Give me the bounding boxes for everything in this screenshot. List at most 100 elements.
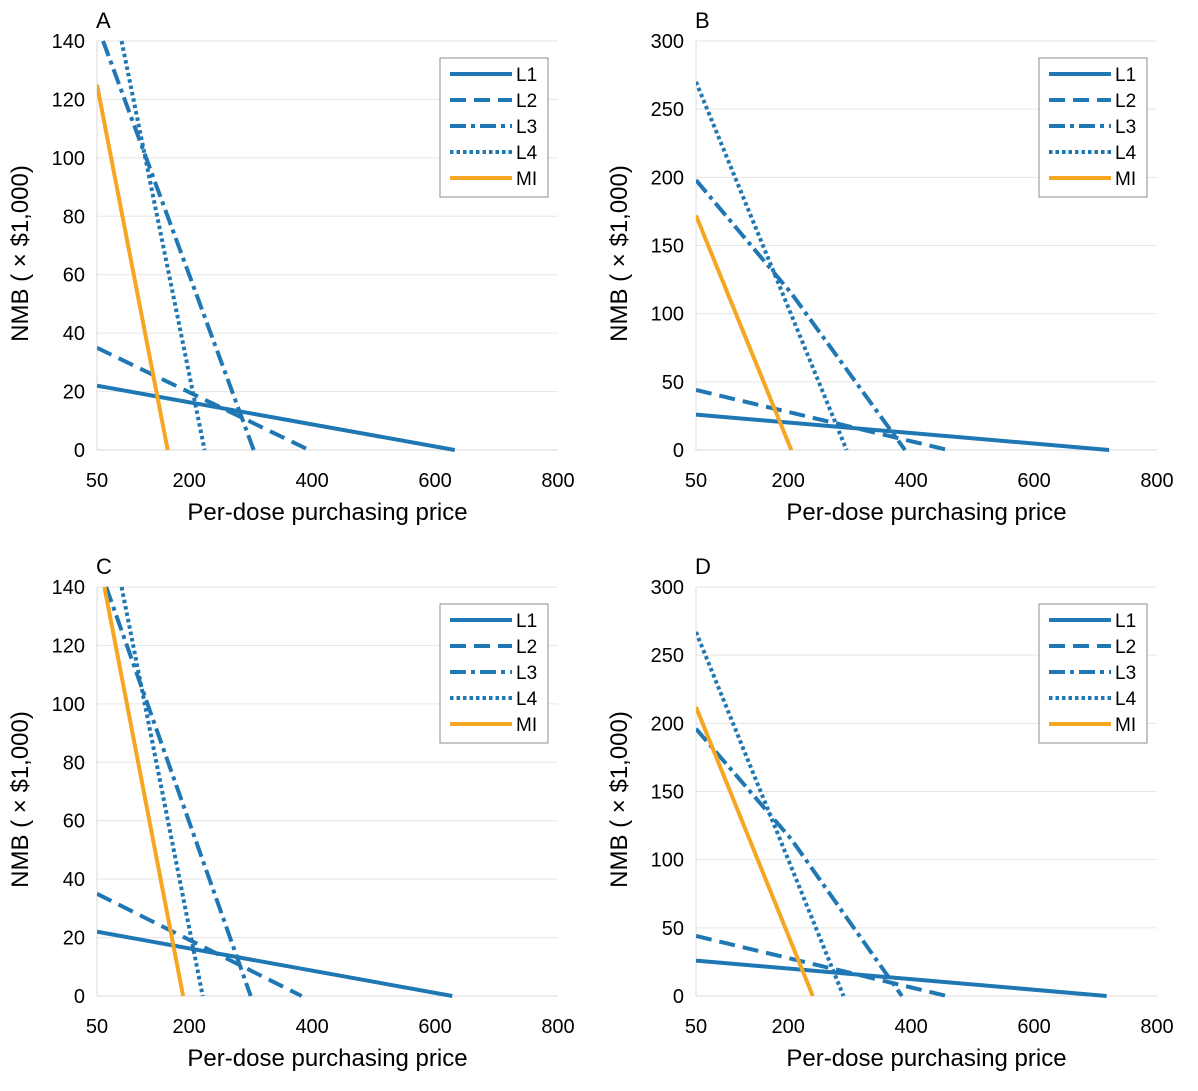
series-line-l3	[101, 40, 256, 451]
legend: L1 L2 L3 L4 MI	[1038, 57, 1148, 198]
series-line-l2	[696, 934, 948, 998]
legend-label-l4: L4	[516, 143, 538, 164]
x-tick-label: 200	[772, 1016, 805, 1038]
x-tick-label: 50	[685, 470, 707, 492]
series-line-l1	[97, 383, 456, 452]
y-tick-label: 60	[63, 811, 85, 833]
x-tick-label: 50	[86, 470, 108, 492]
series-line-mi	[102, 586, 186, 997]
y-tick-label: 20	[63, 382, 85, 404]
x-tick-label: 200	[173, 470, 206, 492]
y-tick-label: 40	[63, 323, 85, 345]
series-line-l4	[119, 586, 205, 997]
y-tick-label: 80	[63, 206, 85, 228]
series-group	[97, 40, 456, 452]
x-tick-label: 800	[1140, 1016, 1173, 1038]
chart-panel-c: 0 20 40 60 80 100 120 140 50 200 400 600 800 Per-dose…	[0, 546, 599, 1091]
x-tick-label: 600	[1017, 470, 1050, 492]
series-line-l1	[696, 958, 1107, 998]
legend-label-l3: L3	[1115, 663, 1136, 684]
y-tick-label: 150	[651, 782, 684, 804]
y-axis-title: NMB ( × $1,000)	[7, 711, 34, 888]
y-tick-label: 250	[651, 645, 684, 667]
x-tick-label: 400	[295, 470, 328, 492]
legend-label-mi: MI	[1115, 715, 1136, 736]
y-tick-label: 0	[673, 440, 684, 462]
y-tick-label: 140	[52, 31, 85, 53]
legend: L1 L2 L3 L4 MI	[1038, 603, 1148, 744]
y-tick-label: 0	[74, 440, 85, 462]
x-tick-label: 50	[685, 1016, 707, 1038]
y-tick-label: 300	[651, 31, 684, 53]
panel-label: D	[695, 554, 711, 579]
chart-svg: 0 20 40 60 80 100 120 140 50 200 400 600 800 Per-dose…	[7, 554, 575, 1072]
legend-label-mi: MI	[516, 169, 537, 190]
series-group	[97, 586, 453, 998]
y-tick-label: 300	[651, 577, 684, 599]
y-tick-label: 150	[651, 236, 684, 258]
series-line-l4	[119, 40, 207, 451]
y-axis-title: NMB ( × $1,000)	[606, 165, 633, 342]
x-axis-title: Per-dose purchasing price	[187, 1045, 467, 1072]
x-tick-label: 800	[541, 1016, 574, 1038]
y-tick-label: 100	[651, 850, 684, 872]
x-axis-title: Per-dose purchasing price	[786, 499, 1066, 526]
panel-label: B	[695, 8, 710, 33]
y-tick-label: 0	[673, 986, 684, 1008]
x-tick-label: 800	[541, 470, 574, 492]
legend-label-l2: L2	[516, 91, 537, 112]
chart-panel-a: 0 20 40 60 80 100 120 140 50 200 400 600 800 Per-dose…	[0, 0, 599, 545]
legend-label-l3: L3	[516, 663, 537, 684]
x-tick-label: 600	[418, 1016, 451, 1038]
y-tick-label: 100	[651, 304, 684, 326]
y-tick-label: 50	[662, 918, 684, 940]
y-tick-label: 120	[52, 89, 85, 111]
series-line-l1	[696, 412, 1110, 452]
y-tick-label: 60	[63, 265, 85, 287]
series-line-mi	[696, 706, 815, 997]
chart-svg: 0 20 40 60 80 100 120 140 50 200 400 600 800 Per-dose…	[7, 8, 575, 526]
y-tick-label: 140	[52, 577, 85, 599]
chart-panel-b: 0 50 100 150 200 250 300 50 200 400 600 800 Per-dose…	[599, 0, 1198, 545]
series-line-mi	[97, 84, 170, 451]
y-tick-label: 80	[63, 752, 85, 774]
legend-label-l1: L1	[516, 611, 537, 632]
series-line-l2	[97, 345, 310, 452]
y-axis-title: NMB ( × $1,000)	[7, 165, 34, 342]
series-line-l4	[696, 81, 849, 451]
y-tick-label: 100	[52, 694, 85, 716]
legend: L1 L2 L3 L4 MI	[439, 57, 549, 198]
y-tick-label: 20	[63, 928, 85, 950]
legend-label-l1: L1	[516, 65, 537, 86]
series-line-l3	[104, 586, 253, 997]
legend-label-l4: L4	[516, 689, 538, 710]
y-tick-label: 0	[74, 986, 85, 1008]
series-line-mi	[696, 214, 794, 451]
series-line-l1	[97, 929, 453, 998]
y-tick-label: 200	[651, 713, 684, 735]
x-tick-label: 200	[173, 1016, 206, 1038]
x-axis-title: Per-dose purchasing price	[187, 499, 467, 526]
y-tick-label: 100	[52, 148, 85, 170]
y-tick-label: 250	[651, 99, 684, 121]
x-tick-label: 600	[418, 470, 451, 492]
legend-label-l3: L3	[1115, 117, 1136, 138]
x-tick-label: 800	[1140, 470, 1173, 492]
legend-label-l2: L2	[1115, 91, 1136, 112]
series-group	[696, 631, 1107, 998]
series-line-l3	[696, 178, 907, 452]
chart-panel-d: 0 50 100 150 200 250 300 50 200 400 600 800 Per-dose…	[599, 546, 1198, 1091]
legend-label-l2: L2	[516, 637, 537, 658]
legend-label-mi: MI	[1115, 169, 1136, 190]
panel-label: A	[96, 8, 111, 33]
legend-label-l4: L4	[1115, 143, 1137, 164]
legend-label-l1: L1	[1115, 65, 1136, 86]
y-tick-label: 200	[651, 167, 684, 189]
legend: L1 L2 L3 L4 MI	[439, 603, 549, 744]
x-tick-label: 200	[772, 470, 805, 492]
legend-label-l4: L4	[1115, 689, 1137, 710]
series-line-l4	[696, 631, 846, 997]
series-line-l2	[696, 388, 949, 452]
